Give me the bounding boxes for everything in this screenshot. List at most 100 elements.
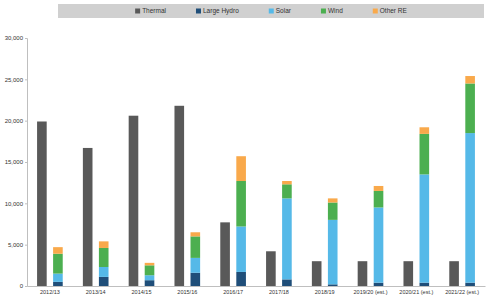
legend-swatch [269,9,274,14]
tick: 30,000 [5,35,27,41]
series [53,272,475,286]
bar [83,148,93,286]
bar [53,274,63,282]
tick-label: 5,000 [8,242,24,248]
bar [465,283,475,286]
bar [266,251,276,286]
tick: 2012/13 [40,286,60,295]
tick: 2020/21 (est.) [399,286,433,295]
legend-background [58,4,484,18]
tick-label: 2013/14 [86,289,106,295]
plot: 05,00010,00015,00020,00025,00030,0002012… [5,35,486,294]
tick-label: 2017/18 [269,289,289,295]
tick-mark [25,162,27,163]
y-axis: 05,00010,00015,00020,00025,00030,000 [5,35,28,289]
bar [236,156,246,181]
tick-mark [25,121,27,122]
bar [99,241,109,248]
bar [99,267,109,277]
legend-item: Thermal [135,7,166,14]
series [53,83,475,275]
tick-label: 2020/21 (est.) [399,289,433,295]
bar [99,248,109,267]
bar [328,198,338,202]
legend-label: Solar [276,7,292,14]
bar [420,134,430,175]
bar [37,121,47,286]
tick: 2019/20 (est.) [354,286,388,295]
legend-label: Large Hydro [203,7,239,15]
tick-label: 2021/22 (est.) [445,289,479,295]
bar [145,263,155,265]
bar [191,236,201,257]
legend-label: Other RE [380,7,408,14]
tick: 2018/19 [315,286,335,295]
bar [282,181,292,184]
axis-line [25,39,28,287]
bar [465,83,475,133]
bar [53,247,63,254]
bar [99,277,109,286]
tick-label: 20,000 [5,118,24,124]
bar [312,261,322,286]
bar [236,181,246,226]
tick-label: 10,000 [5,201,24,207]
x-axis: 2012/13 2013/14 2014/15 2015/16 2016/17 2017/… [28,286,486,295]
bar [465,133,475,283]
legend-label: Wind [328,7,343,14]
bar [236,272,246,286]
bar [465,76,475,83]
legend-item: Solar [269,7,292,14]
series [53,76,475,265]
tick-label: 2019/20 (est.) [354,289,388,295]
tick: 2016/17 [223,286,243,295]
bar [145,265,155,275]
legend-item: Other RE [373,7,408,14]
bar [129,116,139,286]
bar [358,261,368,286]
tick-label: 2018/19 [315,289,335,295]
tick-label: 2015/16 [177,289,197,295]
tick-mark [25,286,27,287]
bar [374,207,384,282]
bar [328,284,338,286]
bar [174,106,184,286]
legend-item: Wind [321,7,343,14]
chart: 05,00010,00015,00020,00025,00030,0002012… [0,0,490,300]
legend-swatch [196,9,201,14]
bar [191,232,201,236]
legend-item: Large Hydro [196,7,239,15]
tick: 25,000 [5,77,27,83]
bar [328,203,338,220]
legend-swatch [373,9,378,14]
bar [403,261,413,286]
tick-mark [25,203,27,204]
tick: 2017/18 [269,286,289,295]
series [53,133,475,284]
tick-label: 30,000 [5,35,24,41]
bar [282,184,292,198]
tick-mark [25,245,27,246]
bar [449,261,459,286]
axis-line [28,286,486,287]
tick-label: 2014/15 [132,289,152,295]
bars [37,76,475,286]
bar [420,283,430,286]
tick: 10,000 [5,201,27,207]
bar [374,191,384,208]
tick: 2013/14 [86,286,106,295]
tick-label: 25,000 [5,77,24,83]
tick-label: 2016/17 [223,289,243,295]
tick: 2014/15 [132,286,152,295]
bar [374,186,384,191]
bar [145,275,155,280]
tick-label: 2012/13 [40,289,60,295]
bar [236,226,246,271]
bar [420,174,430,282]
tick-label: 15,000 [5,159,24,165]
bar [191,273,201,286]
bar [145,280,155,286]
bar [282,198,292,279]
legend: Thermal Large Hydro Solar Wind Other RE [58,4,484,18]
tick: 20,000 [5,118,27,124]
